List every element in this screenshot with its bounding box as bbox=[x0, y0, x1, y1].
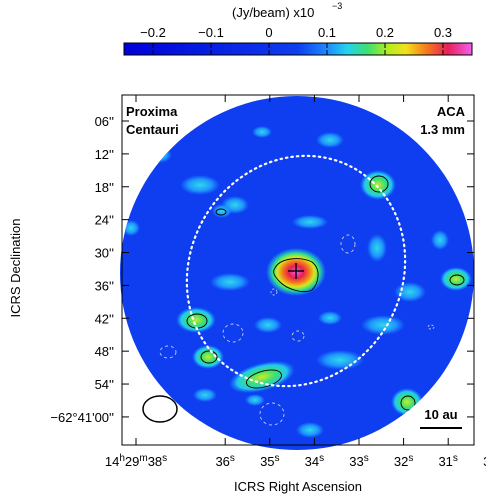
x-tick-label: 14h29m38s bbox=[105, 453, 167, 469]
x-tick-label: 35s bbox=[260, 453, 279, 469]
y-axis-label: ICRS Declination bbox=[8, 219, 23, 318]
emission-blob bbox=[193, 388, 217, 402]
x-tick-label: 32s bbox=[394, 453, 413, 469]
emission-blob bbox=[292, 215, 328, 229]
colorbar-tick-label: 0 bbox=[265, 25, 272, 40]
contour-se bbox=[400, 395, 416, 411]
y-tick-label: 48'' bbox=[95, 344, 114, 359]
wavelength-label: 1.3 mm bbox=[420, 122, 465, 137]
x-axis-label: ICRS Right Ascension bbox=[234, 479, 362, 494]
emission-blob bbox=[361, 315, 405, 335]
target-label-line1: Proxima bbox=[126, 104, 178, 119]
negative-contour bbox=[270, 288, 278, 296]
emission-blob bbox=[316, 350, 364, 370]
emission-blob bbox=[180, 175, 220, 195]
emission-blob bbox=[367, 234, 387, 262]
colorbar-tick-label: 0.1 bbox=[318, 25, 336, 40]
scale-bar-label: 10 au bbox=[424, 407, 457, 422]
emission-blob bbox=[318, 311, 342, 325]
negative-contour bbox=[427, 324, 435, 330]
emission-blob bbox=[316, 132, 344, 148]
y-tick-label: 12'' bbox=[95, 147, 114, 162]
colorbar-tick-label: −0.1 bbox=[198, 25, 224, 40]
contour-e bbox=[449, 274, 465, 286]
contour-central bbox=[273, 258, 319, 293]
dotted-region-ellipse bbox=[185, 154, 407, 388]
y-tick-label: 36'' bbox=[95, 278, 114, 293]
instrument-label: ACA bbox=[437, 104, 466, 119]
colorbar: (Jy/beam) x10 −3 −0.2 −0.1 0 0.1 0.2 0.3 bbox=[123, 1, 473, 56]
colorbar-label: (Jy/beam) x10 bbox=[232, 5, 314, 20]
negative-contour bbox=[340, 234, 356, 254]
contour-ne bbox=[369, 175, 389, 193]
y-tick-label: 42'' bbox=[95, 311, 114, 326]
emission-blob bbox=[254, 317, 282, 333]
x-tick-label: 34s bbox=[305, 453, 324, 469]
contours bbox=[159, 175, 465, 426]
emission-blob bbox=[394, 282, 426, 302]
x-tick-label: 31s bbox=[438, 453, 457, 469]
colorbar-gradient bbox=[123, 42, 473, 56]
map-frame bbox=[121, 94, 475, 446]
y-tick-label: 30'' bbox=[95, 246, 114, 261]
y-tick-label: 06'' bbox=[95, 114, 114, 129]
scale-bar: 10 au bbox=[420, 407, 462, 429]
colorbar-ticks: −0.2 −0.1 0 0.1 0.2 0.3 bbox=[140, 25, 452, 55]
x-tick-label: 36s bbox=[215, 453, 234, 469]
beam-ellipse bbox=[142, 395, 178, 423]
contour-nw bbox=[215, 208, 227, 216]
contour-sw2 bbox=[200, 350, 218, 364]
emission-blob bbox=[252, 126, 272, 138]
contour-s bbox=[246, 369, 282, 389]
y-tick-label: −62°41'00'' bbox=[50, 410, 114, 425]
source-e bbox=[440, 267, 472, 291]
colorbar-tick-label: 0.2 bbox=[376, 25, 394, 40]
source-sw2 bbox=[192, 345, 224, 369]
source-sw1 bbox=[176, 307, 216, 333]
target-label-line2: Centauri bbox=[126, 122, 179, 137]
negative-contour bbox=[259, 402, 285, 426]
colorbar-tick-label: 0.3 bbox=[434, 25, 452, 40]
negative-contour bbox=[222, 323, 244, 343]
y-tick-label: 18'' bbox=[95, 180, 114, 195]
emission-blob bbox=[210, 273, 250, 291]
x-tick-label: 33s bbox=[349, 453, 368, 469]
y-tick-label: 24'' bbox=[95, 213, 114, 228]
y-tick-label: 54'' bbox=[95, 377, 114, 392]
stellar-position-marker bbox=[288, 263, 304, 279]
colorbar-tick-label: −0.2 bbox=[140, 25, 166, 40]
negative-contour bbox=[159, 345, 177, 359]
map-panel: 10 au Proxima Centauri ACA 1.3 mm 14h29m… bbox=[50, 94, 486, 469]
colorbar-exponent: −3 bbox=[332, 1, 342, 11]
emission-blob bbox=[296, 422, 324, 438]
emission-blob bbox=[431, 230, 449, 250]
x-tick-label: 30s bbox=[483, 453, 486, 469]
emission-blob bbox=[245, 394, 265, 406]
y-axis-ticks: 06'' 12'' 18'' 24'' 30'' 36'' 42'' 48'' 54'' −62°… bbox=[50, 114, 474, 425]
x-axis-ticks: 14h29m38s 36s 35s 34s 33s 32s 31s 30s bbox=[105, 95, 486, 469]
source-nw bbox=[212, 204, 232, 218]
negative-contour bbox=[291, 330, 305, 342]
